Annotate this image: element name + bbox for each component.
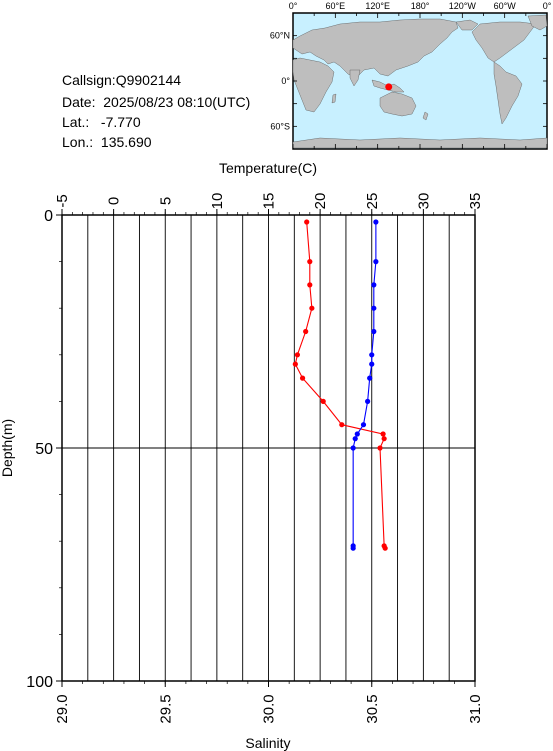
map-land-madagascar: [331, 93, 337, 104]
depth-tick-label: 50: [35, 441, 53, 458]
map-land-india: [349, 69, 361, 87]
map-land: [292, 14, 548, 149]
salinity-data-point: [350, 445, 356, 451]
temperature-tick-label: 15: [261, 193, 278, 210]
temperature-data-point: [307, 282, 313, 288]
profile-plot: -5 0 5 10 15 20 25 30 35 29.0 29.5 30.0 30.5 31.0 05…: [0, 160, 484, 751]
temperature-data-point: [304, 219, 310, 225]
float-position-marker: [385, 83, 393, 91]
info-longitude: Lon.: 135.690: [62, 134, 152, 150]
salinity-data-point: [365, 398, 371, 404]
temperature-axis: -5 0 5 10 15 20 25 30 35: [54, 193, 484, 215]
depth-tick-label: 0: [44, 208, 53, 225]
map-lat-label: 60°S: [270, 121, 290, 131]
temperature-tick-label: 5: [157, 197, 174, 205]
salinity-tick-label: 29.5: [157, 694, 174, 723]
temperature-data-point: [299, 375, 306, 381]
map-ticks: [292, 12, 548, 150]
salinity-axis: 29.0 29.5 30.0 30.5 31.0: [54, 681, 484, 724]
map-land-new-zealand: [422, 111, 429, 121]
depth-axis-label: Depth(m): [0, 419, 15, 477]
temperature-data-point: [307, 259, 313, 265]
info-latitude: Lat.: -7.770: [62, 114, 141, 130]
map-land-greenland: [527, 14, 548, 31]
temperature-tick-label: 25: [364, 193, 381, 210]
salinity-tick-label: 31.0: [467, 694, 484, 723]
salinity-data-point: [354, 431, 360, 437]
map-lon-label: 120°E: [365, 1, 390, 11]
map-lat-label: 60°N: [270, 31, 290, 41]
map-lon-label: 180°: [411, 1, 430, 11]
temperature-data-point: [381, 436, 387, 442]
salinity-tick-label: 30.5: [364, 694, 381, 723]
info-callsign: Callsign:Q9902144: [62, 72, 182, 88]
salinity-tick-label: 29.0: [54, 694, 71, 723]
map-lon-label: 120°W: [449, 1, 477, 11]
map-land-eurasia: [292, 18, 459, 79]
salinity-data-point: [360, 422, 367, 428]
salinity-data-point: [371, 328, 377, 335]
temperature-data-point: [377, 445, 383, 451]
salinity-data-point: [350, 545, 356, 551]
map-lat-label: 0°: [281, 76, 290, 86]
temperature-data-point: [320, 398, 326, 404]
profile-series: [292, 219, 388, 551]
temperature-tick-label: 30: [415, 193, 432, 210]
salinity-data-point: [367, 375, 373, 381]
depth-tick-label: 100: [26, 674, 53, 691]
temperature-data-point: [382, 545, 388, 551]
map-land-south-america: [493, 61, 523, 125]
temperature-axis-label: Temperature(C): [219, 160, 317, 176]
map-land-alaska: [455, 19, 479, 31]
salinity-data-point: [352, 436, 358, 442]
temperature-data-point: [303, 328, 309, 335]
plot-frame: [61, 214, 476, 682]
map-lon-label: 0°: [289, 1, 298, 11]
salinity-data-point: [369, 352, 375, 358]
map-land-north-america: [471, 21, 537, 63]
salinity-data-point: [369, 361, 375, 367]
salinity-data-point: [373, 219, 379, 225]
temperature-tick-label: 0: [106, 197, 123, 205]
map-labels: 0° 60°E 120°E 180° 120°W 60°W 0° 60°N 0° 60°S: [270, 1, 552, 131]
temperature-data-point: [309, 305, 315, 311]
temperature-data-point: [292, 361, 298, 367]
salinity-axis-label: Salinity: [245, 735, 290, 751]
salinity-data-point: [371, 305, 377, 311]
info-date: Date: 2025/08/23 08:10(UTC): [62, 94, 251, 110]
salinity-data-point: [371, 282, 377, 288]
world-map-inset: 0° 60°E 120°E 180° 120°W 60°W 0° 60°N 0° 60°S: [270, 1, 552, 150]
map-land-africa: [292, 57, 335, 113]
map-lon-label: 0°: [543, 1, 552, 11]
map-land-australia: [379, 91, 417, 117]
temperature-data-point: [294, 352, 301, 358]
temperature-tick-label: 35: [467, 193, 484, 210]
map-lon-label: 60°W: [494, 1, 517, 11]
temperature-tick-label: 10: [209, 193, 226, 210]
salinity-tick-label: 30.0: [261, 694, 278, 723]
temperature-data-point: [380, 431, 386, 437]
temperature-tick-label: 20: [312, 193, 329, 210]
map-lon-label: 60°E: [326, 1, 346, 11]
depth-axis: 0 50 100: [26, 208, 62, 691]
salinity-data-point: [373, 259, 379, 265]
temperature-tick-label: -5: [54, 194, 71, 207]
temperature-data-point: [339, 422, 345, 428]
